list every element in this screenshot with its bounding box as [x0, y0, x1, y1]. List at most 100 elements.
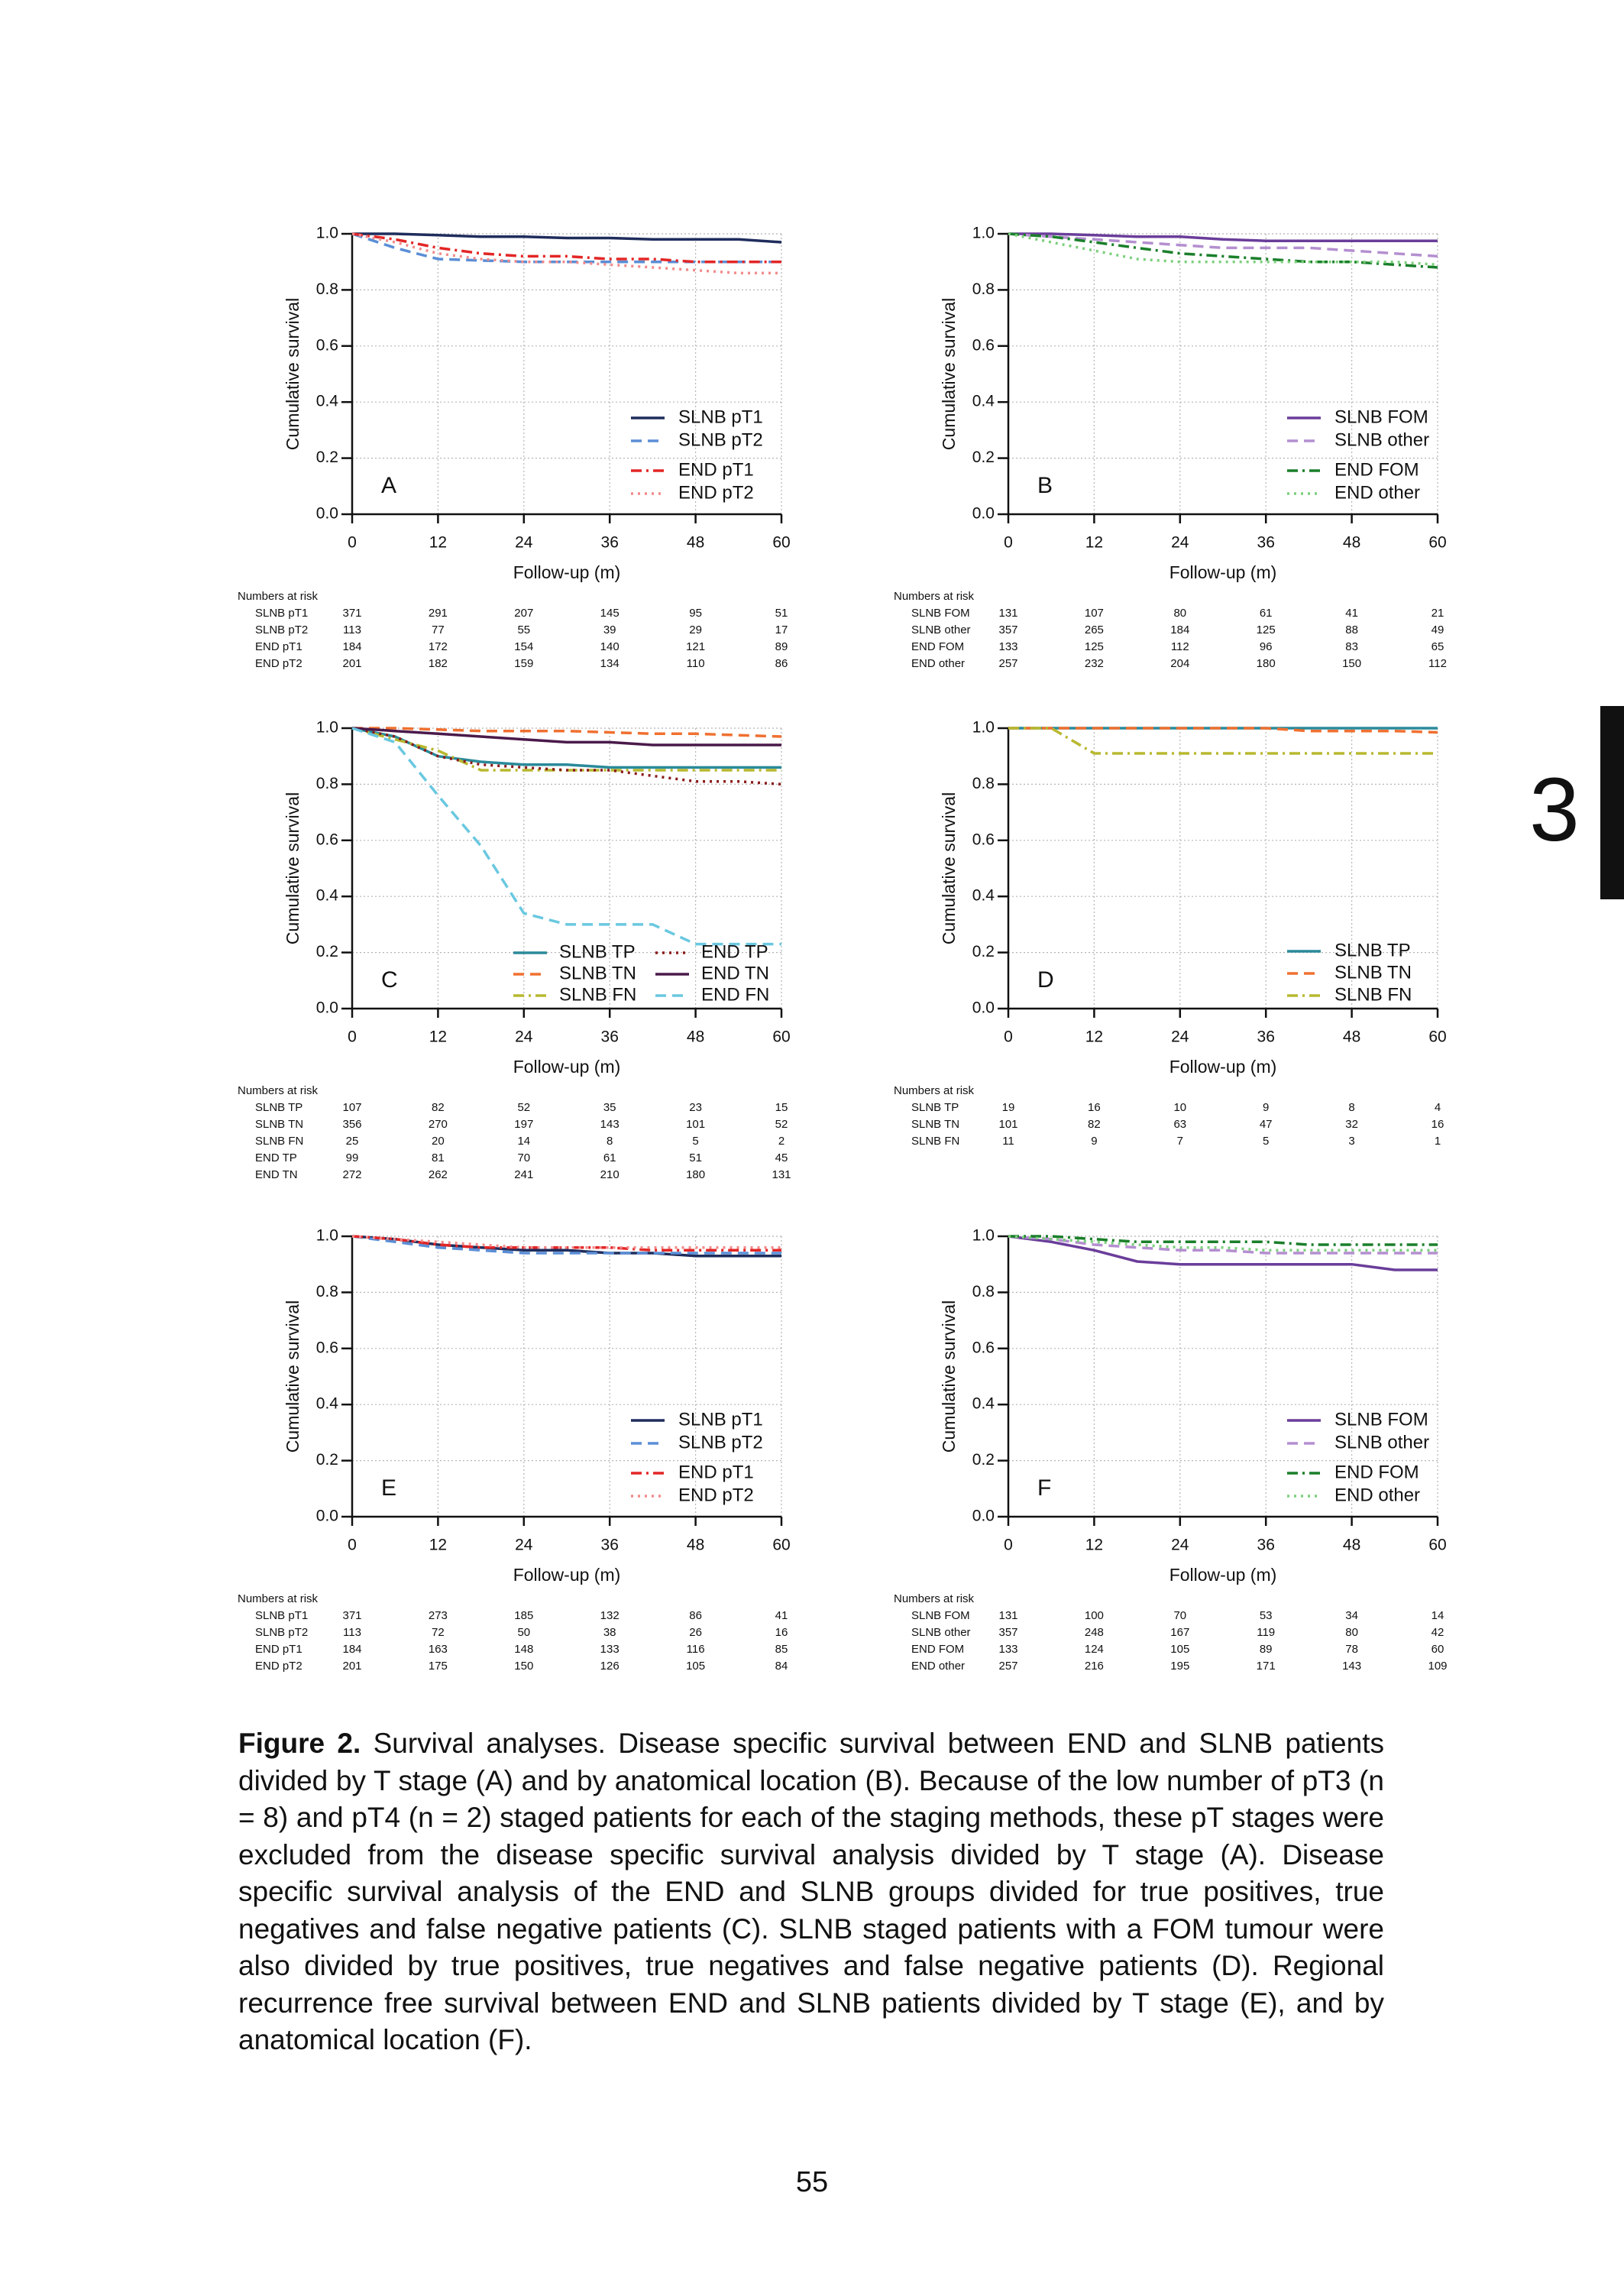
risk-value: 143	[1342, 1660, 1361, 1673]
y-tick-label: 1.0	[972, 225, 995, 242]
y-tick-label: 1.0	[972, 719, 995, 737]
risk-value: 356	[342, 1118, 361, 1131]
risk-value: 50	[517, 1626, 530, 1639]
risk-value: 42	[1432, 1626, 1444, 1639]
y-axis-label: Cumulative survival	[283, 792, 302, 944]
risk-value: 8	[607, 1135, 613, 1148]
risk-row-label: SLNB pT1	[255, 607, 308, 620]
x-axis-label: Follow-up (m)	[513, 1565, 621, 1585]
risk-value: 171	[1257, 1660, 1276, 1673]
risk-value: 133	[998, 640, 1017, 653]
risk-value: 1	[1435, 1135, 1441, 1148]
risk-value: 3	[1348, 1135, 1354, 1148]
x-tick-label: 24	[1171, 1028, 1189, 1046]
risk-value: 41	[775, 1609, 788, 1622]
y-tick-label: 0.2	[972, 449, 995, 466]
panel-label: D	[1037, 967, 1054, 993]
risk-value: 78	[1345, 1643, 1358, 1656]
risk-value: 107	[342, 1101, 361, 1114]
risk-value: 273	[429, 1609, 448, 1622]
y-tick-label: 0.8	[972, 775, 995, 792]
risk-value: 41	[1345, 607, 1358, 620]
risk-value: 113	[343, 623, 361, 636]
risk-value: 5	[692, 1135, 698, 1148]
y-tick-label: 0.4	[972, 393, 995, 410]
risk-row-label: END pT2	[255, 1660, 302, 1673]
x-tick-label: 60	[1428, 1537, 1446, 1554]
y-axis-label: Cumulative survival	[939, 298, 959, 450]
risk-value: 148	[514, 1643, 533, 1656]
survival-curve	[352, 232, 782, 244]
legend-label: SLNB TP	[559, 941, 636, 962]
legend-label: SLNB TN	[559, 963, 636, 983]
risk-row-label: SLNB pT1	[255, 1609, 308, 1622]
y-tick-label: 1.0	[316, 719, 338, 737]
risk-row-label: END other	[911, 657, 965, 670]
risk-row-label: END other	[911, 1660, 965, 1673]
risk-value: 23	[689, 1101, 702, 1114]
risk-value: 371	[342, 607, 361, 620]
legend-label: SLNB pT1	[678, 406, 763, 427]
risk-row-label: END FOM	[911, 1643, 964, 1656]
risk-value: 150	[1342, 657, 1361, 670]
risk-value: 241	[514, 1168, 533, 1181]
risk-value: 77	[432, 623, 445, 636]
y-tick-label: 0.6	[316, 831, 338, 848]
risk-row-label: SLNB TP	[255, 1101, 302, 1114]
risk-value: 180	[1257, 657, 1276, 670]
legend-label: END other	[1334, 1485, 1420, 1505]
x-axis-label: Follow-up (m)	[513, 1057, 621, 1077]
risk-value: 291	[429, 607, 448, 620]
y-tick-label: 0.0	[316, 1508, 338, 1525]
risk-row-label: END pT2	[255, 657, 302, 670]
risk-value: 14	[1432, 1609, 1444, 1622]
risk-value: 26	[689, 1626, 702, 1639]
risk-value: 257	[998, 657, 1017, 670]
legend-label: SLNB FN	[559, 984, 636, 1005]
risk-row-label: SLNB pT2	[255, 623, 308, 636]
x-tick-label: 0	[348, 1028, 357, 1046]
y-tick-label: 0.4	[316, 1395, 339, 1413]
risk-value: 182	[429, 657, 448, 670]
x-tick-label: 12	[1085, 1028, 1103, 1046]
x-tick-label: 36	[1257, 534, 1275, 552]
x-tick-label: 24	[1171, 534, 1189, 552]
survival-curve	[1008, 1235, 1438, 1252]
risk-value: 119	[1257, 1626, 1275, 1639]
survival-curve	[1008, 1235, 1438, 1255]
risk-value: 101	[998, 1118, 1017, 1131]
y-tick-label: 0.4	[972, 1395, 995, 1413]
caption: Figure 2. Survival analyses. Disease spe…	[238, 1725, 1384, 2059]
y-tick-label: 0.8	[316, 1283, 338, 1300]
risk-table-title: Numbers at risk	[238, 590, 319, 603]
x-tick-label: 36	[1257, 1537, 1275, 1554]
y-tick-label: 0.8	[316, 280, 338, 298]
risk-value: 257	[998, 1660, 1017, 1673]
risk-value: 95	[689, 607, 702, 620]
legend-label: SLNB pT2	[678, 429, 763, 450]
risk-value: 14	[517, 1135, 530, 1148]
panel-label: F	[1037, 1475, 1051, 1501]
legend-label: SLNB pT1	[678, 1409, 763, 1430]
y-tick-label: 0.0	[316, 505, 338, 523]
risk-value: 86	[775, 657, 788, 670]
y-tick-label: 0.0	[316, 999, 338, 1017]
y-tick-label: 0.6	[316, 1339, 338, 1356]
y-tick-label: 1.0	[316, 225, 338, 242]
y-tick-label: 0.2	[316, 449, 338, 466]
risk-row-label: SLNB other	[911, 623, 971, 636]
survival-curve	[351, 1235, 781, 1249]
risk-value: 16	[1088, 1101, 1101, 1114]
x-tick-label: 24	[515, 1028, 533, 1046]
risk-value: 81	[432, 1151, 445, 1164]
risk-value: 72	[432, 1626, 445, 1639]
risk-value: 172	[429, 640, 448, 653]
risk-value: 133	[998, 1643, 1017, 1656]
x-tick-label: 48	[687, 534, 704, 552]
legend-label: SLNB FOM	[1334, 406, 1428, 427]
legend-label: END pT2	[678, 482, 754, 503]
y-tick-label: 0.8	[972, 1283, 995, 1300]
risk-value: 52	[517, 1101, 530, 1114]
risk-value: 184	[342, 1643, 361, 1656]
risk-value: 82	[1088, 1118, 1101, 1131]
